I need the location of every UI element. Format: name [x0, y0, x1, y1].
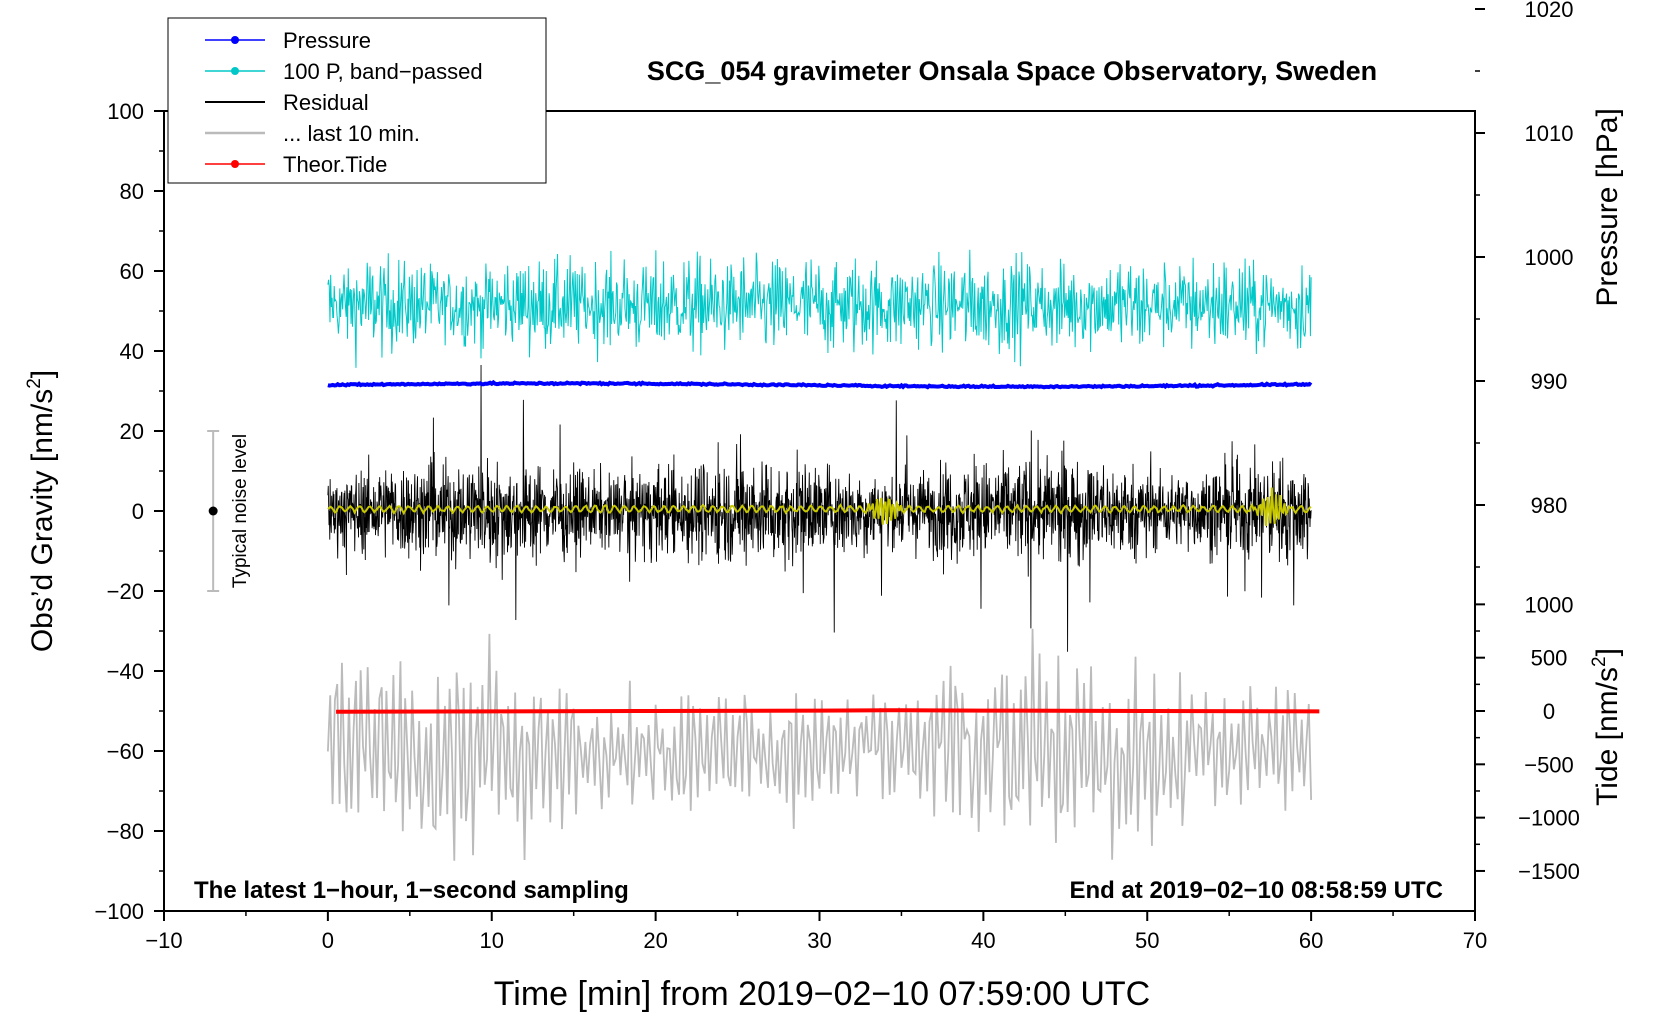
x-tick-label: 0 — [322, 928, 334, 953]
annotation-bottom-left: The latest 1−hour, 1−second sampling — [194, 877, 629, 904]
tide-axis-label-sup: 2 — [1589, 656, 1610, 667]
legend-marker — [231, 36, 239, 44]
series-last-10-min — [326, 628, 1313, 861]
annotation-bottom-right: End at 2019−02−10 08:58:59 UTC — [1069, 877, 1443, 904]
y-axis-label-sup: 2 — [24, 378, 45, 389]
y-axis-label-close: ] — [26, 370, 59, 378]
tide-tick-label: 0 — [1543, 699, 1555, 724]
tide-axis-label-close: ] — [1591, 648, 1624, 656]
series-theoretical-tide — [336, 708, 1320, 714]
noise-bar-label: Typical noise level — [230, 434, 251, 588]
series-residual — [327, 364, 1312, 652]
x-tick-label: 40 — [971, 928, 995, 953]
series-filtered-residual — [327, 487, 1312, 527]
y-tick-label: 100 — [107, 99, 144, 124]
chart-title: SCG_054 gravimeter Onsala Space Observat… — [647, 56, 1377, 86]
x-axis-label: Time [min] from 2019−02−10 07:59:00 UTC — [494, 975, 1150, 1013]
x-tick-label: 50 — [1135, 928, 1159, 953]
legend-label: Residual — [283, 90, 369, 115]
legend-box — [167, 17, 547, 184]
y-tick-label: 60 — [120, 259, 144, 284]
legend-label: Pressure — [283, 28, 371, 53]
pressure-tick-label: 1010 — [1525, 121, 1574, 146]
tide-tick-label: 1000 — [1525, 592, 1574, 617]
noise-bar-center-dot — [208, 506, 218, 516]
legend-marker — [231, 160, 239, 168]
legend-marker — [231, 67, 239, 75]
x-tick-label: 20 — [643, 928, 667, 953]
pressure-tick-label: 1020 — [1525, 0, 1574, 22]
axes-layer: −10 0 10 20 30 40 50 60 70−100−80−60−40−20020406… — [24, 0, 1624, 953]
series-pressure — [327, 379, 1313, 390]
legend-label: Theor.Tide — [283, 152, 387, 177]
y-tick-label: −20 — [107, 579, 144, 604]
tide-tick-label: −500 — [1524, 752, 1574, 777]
tide-tick-label: −1500 — [1518, 859, 1580, 884]
pressure-tick-label: 1000 — [1525, 245, 1574, 270]
pressure-axis-label: Pressure [hPa] — [1591, 108, 1624, 306]
y-tick-label: −60 — [107, 739, 144, 764]
y-tick-label: 40 — [120, 339, 144, 364]
x-tick-label: 60 — [1299, 928, 1323, 953]
tide-tick-label: 500 — [1531, 646, 1568, 671]
series-layer — [326, 249, 1320, 861]
y-tick-label: −80 — [107, 819, 144, 844]
y-tick-label: 80 — [120, 179, 144, 204]
series-band-passed-pressure — [327, 249, 1312, 368]
x-tick-label: 70 — [1463, 928, 1487, 953]
tide-tick-label: −1000 — [1518, 806, 1580, 831]
x-tick-label: 30 — [807, 928, 831, 953]
pressure-tick-label: 990 — [1531, 369, 1568, 394]
pressure-tick-label: 980 — [1531, 493, 1568, 518]
x-tick-label: 10 — [480, 928, 504, 953]
y-tick-label: −100 — [94, 899, 144, 924]
noise-bar: Typical noise level — [207, 430, 251, 592]
y-tick-label: −40 — [107, 659, 144, 684]
legend: Pressure 100 P, band−passed Residual ... la… — [167, 17, 547, 184]
y-tick-label: 0 — [132, 499, 144, 524]
y-tick-label: 20 — [120, 419, 144, 444]
legend-label: 100 P, band−passed — [283, 59, 483, 84]
x-tick-label: −10 — [145, 928, 182, 953]
legend-label: ... last 10 min. — [283, 121, 420, 146]
tide-axis-label: Tide [nm/s2] — [1589, 648, 1624, 806]
y-axis-label: Obs’d Gravity [nm/s2] — [24, 370, 59, 652]
